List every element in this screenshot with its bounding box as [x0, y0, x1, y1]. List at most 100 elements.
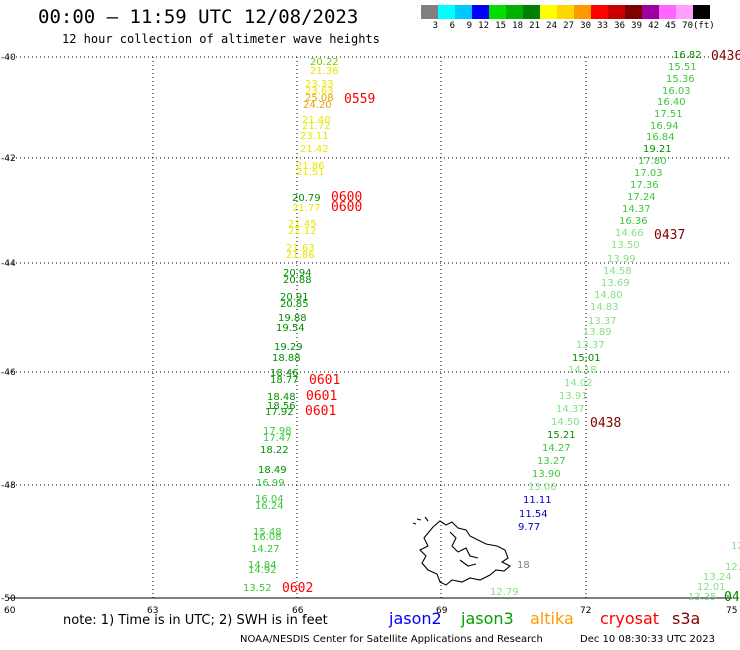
map-title: 00:00 — 11:59 UTC 12/08/2023: [38, 6, 359, 28]
wave-height-value: 16.04: [255, 494, 284, 505]
color-scale-swatch: [421, 5, 438, 19]
wave-height-value: 16.94: [650, 121, 679, 132]
wave-height-value: 15.01: [572, 353, 601, 364]
tick-x-75: 75: [726, 606, 737, 616]
color-scale-label: 70: [682, 21, 693, 31]
pass-time-label: 0437: [654, 228, 686, 243]
color-scale-label: 42: [648, 21, 659, 31]
color-scale-label: 30: [580, 21, 591, 31]
wave-height-value: 13.91: [559, 391, 588, 402]
pass-time-label: 0600: [331, 200, 363, 215]
tick-x-60: 60: [4, 606, 16, 616]
wave-height-value: 20.79: [292, 193, 321, 204]
color-scale-swatch: [591, 5, 608, 19]
wave-height-value: 14.80: [594, 290, 623, 301]
color-scale-label: 3: [432, 21, 438, 31]
wave-height-value: 19.54: [276, 323, 305, 334]
map-subtitle: 12 hour collection of altimeter wave hei…: [62, 32, 380, 46]
legend-cryosat: cryosat: [600, 609, 660, 628]
wave-height-value: 18.56: [267, 401, 296, 412]
wave-height-value: 17.24: [627, 192, 656, 203]
wave-height-value: 14.84: [248, 560, 277, 571]
wave-height-value: 13.27: [537, 456, 566, 467]
wave-height-value: 13.06: [528, 482, 557, 493]
wave-height-value: 21.51: [296, 167, 325, 178]
color-scale-swatch: [625, 5, 642, 19]
tick-y--40: -40: [1, 53, 16, 63]
wave-height-value: 21.86: [286, 250, 315, 261]
legend-jason3: jason3: [461, 609, 514, 628]
wave-height-value: 13.35: [688, 592, 717, 603]
wave-height-value: 18.88: [272, 353, 301, 364]
wave-height-value: 14.50: [551, 417, 580, 428]
wave-height-value: 13.69: [601, 278, 630, 289]
tick-y--50: -50: [1, 594, 16, 604]
wave-height-value: 16.36: [619, 216, 648, 227]
generated-timestamp: Dec 10 08:30:33 UTC 2023: [580, 634, 715, 645]
wave-height-value: 20.22: [310, 57, 339, 68]
tick-x-69: 69: [436, 606, 448, 616]
wave-height-value: 16.84: [646, 132, 675, 143]
color-scale-label: 6: [449, 21, 455, 31]
wave-height-value: 14.27: [251, 544, 280, 555]
wave-height-value: 14.37: [556, 404, 585, 415]
pass-time-label: 0602: [282, 581, 314, 596]
color-scale-swatch: [642, 5, 659, 19]
wave-height-value: 15.51: [668, 62, 697, 73]
wave-height-value: 18.22: [260, 445, 289, 456]
wave-height-value: 17.92: [265, 407, 294, 418]
wave-height-value: 11.11: [523, 495, 552, 506]
tick-y--44: -44: [1, 259, 16, 269]
wave-height-value: 17.80: [638, 156, 667, 167]
pass-time-label: 0601: [309, 373, 341, 388]
wave-height-value: 16.82: [673, 50, 702, 61]
color-scale-swatch: [523, 5, 540, 19]
color-scale-swatch: [489, 5, 506, 19]
wave-height-value: 23.11: [300, 131, 329, 142]
wave-height-value: 13.50: [611, 240, 640, 251]
wave-height-value: 12.79: [490, 587, 519, 598]
color-scale-swatch: [608, 5, 625, 19]
wave-height-value: 20.88: [283, 275, 312, 286]
wave-height-value: 17.03: [634, 168, 663, 179]
wave-height-value: 16.24: [255, 501, 284, 512]
credit-text: NOAA/NESDIS Center for Satellite Applica…: [240, 634, 543, 645]
color-scale-labels: 3 6 9 12 15 18 21 24 27 30 33 36 39 42 45 70 (ft): [421, 21, 740, 33]
color-scale-label: 18: [512, 21, 523, 31]
wave-height-value: 14.92: [248, 565, 277, 576]
wave-height-value: 12.01: [697, 582, 726, 593]
wave-height-value: 13.99: [607, 254, 636, 265]
color-scale-swatch: [472, 5, 489, 19]
wave-height-value: 11.54: [519, 509, 548, 520]
color-scale-label: 36: [614, 21, 625, 31]
wave-height-value: 21.36: [310, 66, 339, 77]
wave-height-value: 18.49: [258, 465, 287, 476]
color-scale-label: 27: [563, 21, 574, 31]
wave-height-value: 16.99: [256, 478, 285, 489]
wave-height-value: 16.40: [657, 97, 686, 108]
wave-height-value: 21.63: [286, 243, 315, 254]
color-scale-swatch: [659, 5, 676, 19]
color-scale-bar: [421, 5, 710, 19]
wave-height-value: 13.37: [576, 340, 605, 351]
legend-altika: altika: [530, 609, 574, 628]
wave-height-value: 13.90: [532, 469, 561, 480]
wave-height-value: 14.37: [622, 204, 651, 215]
wave-height-value: 19.21: [643, 144, 672, 155]
pass-time-label: 0559: [344, 92, 376, 107]
wave-height-value: 14.58: [603, 266, 632, 277]
wave-height-value: 14.27: [542, 443, 571, 454]
wave-height-value: 20.91: [280, 292, 309, 303]
wave-height-value: 21.72: [302, 121, 331, 132]
legend-jason2: jason2: [389, 609, 442, 628]
wave-height-value: 12.30: [725, 562, 740, 573]
wave-height-value: 18: [517, 560, 530, 571]
pass-time-label: 0601: [305, 404, 337, 419]
wave-height-value: 19.29: [274, 342, 303, 353]
wave-height-value: 14.02: [564, 378, 593, 389]
wave-height-value: 17.51: [654, 109, 683, 120]
wave-height-value: 15.48: [253, 527, 282, 538]
footer-note: note: 1) Time is in UTC; 2) SWH is in fe…: [63, 613, 328, 628]
tick-y--48: -48: [1, 481, 16, 491]
wave-height-value: 14.18: [568, 365, 597, 376]
